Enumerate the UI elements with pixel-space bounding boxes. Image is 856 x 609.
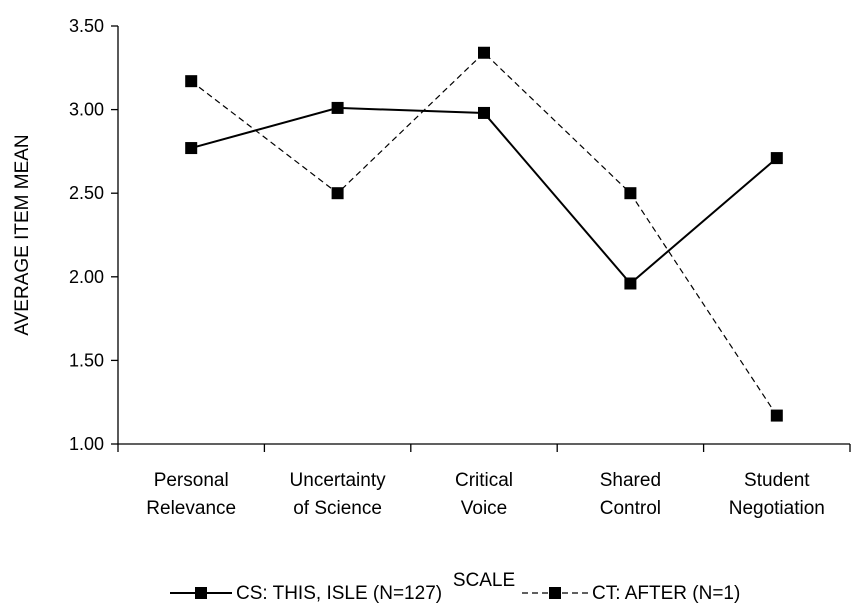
data-point xyxy=(624,187,637,200)
data-point xyxy=(770,409,783,422)
x-axis-categories: Personal Relevance Uncertainty of Science Cr… xyxy=(117,444,851,519)
axes xyxy=(117,26,850,445)
series-1 xyxy=(185,101,783,290)
x-axis-title: SCALE xyxy=(453,570,515,591)
data-point xyxy=(185,142,198,155)
legend-marker xyxy=(549,587,561,599)
legend-label: CT: AFTER (N=1) xyxy=(592,583,740,604)
y-tick-label: 1.00 xyxy=(69,434,104,454)
x-category-label: Uncertainty of Science xyxy=(290,470,387,519)
y-axis-ticks: 1.00 1.50 2.00 2.50 3.00 3.50 xyxy=(69,16,118,454)
data-point xyxy=(478,106,490,119)
x-category-label: Personal Relevance xyxy=(146,470,236,519)
series-2 xyxy=(185,46,783,422)
legend: CS: THIS, ISLE (N=127) CT: AFTER (N=1) xyxy=(170,583,740,604)
legend-entry-1: CS: THIS, ISLE (N=127) xyxy=(170,583,442,604)
data-point xyxy=(185,75,198,88)
y-tick-label: 2.00 xyxy=(69,267,104,287)
y-tick-label: 2.50 xyxy=(69,183,104,203)
legend-marker xyxy=(195,587,207,599)
data-point xyxy=(770,152,783,165)
series-line xyxy=(190,51,778,416)
x-category-label: Shared Control xyxy=(600,470,661,519)
legend-label: CS: THIS, ISLE (N=127) xyxy=(236,583,442,604)
series-layer xyxy=(185,46,783,422)
y-tick-label: 3.00 xyxy=(69,100,104,120)
data-point xyxy=(624,277,637,290)
data-point xyxy=(478,46,490,59)
x-category-label: Student Negotiation xyxy=(729,470,825,519)
y-axis-title: AVERAGE ITEM MEAN xyxy=(12,134,33,335)
x-category-label: Critical Voice xyxy=(455,470,513,519)
data-point xyxy=(331,101,344,114)
series-line xyxy=(190,106,778,285)
y-tick-label: 3.50 xyxy=(69,16,104,36)
legend-entry-2: CT: AFTER (N=1) xyxy=(522,583,740,604)
data-point xyxy=(331,187,344,200)
y-tick-label: 1.50 xyxy=(69,350,104,370)
